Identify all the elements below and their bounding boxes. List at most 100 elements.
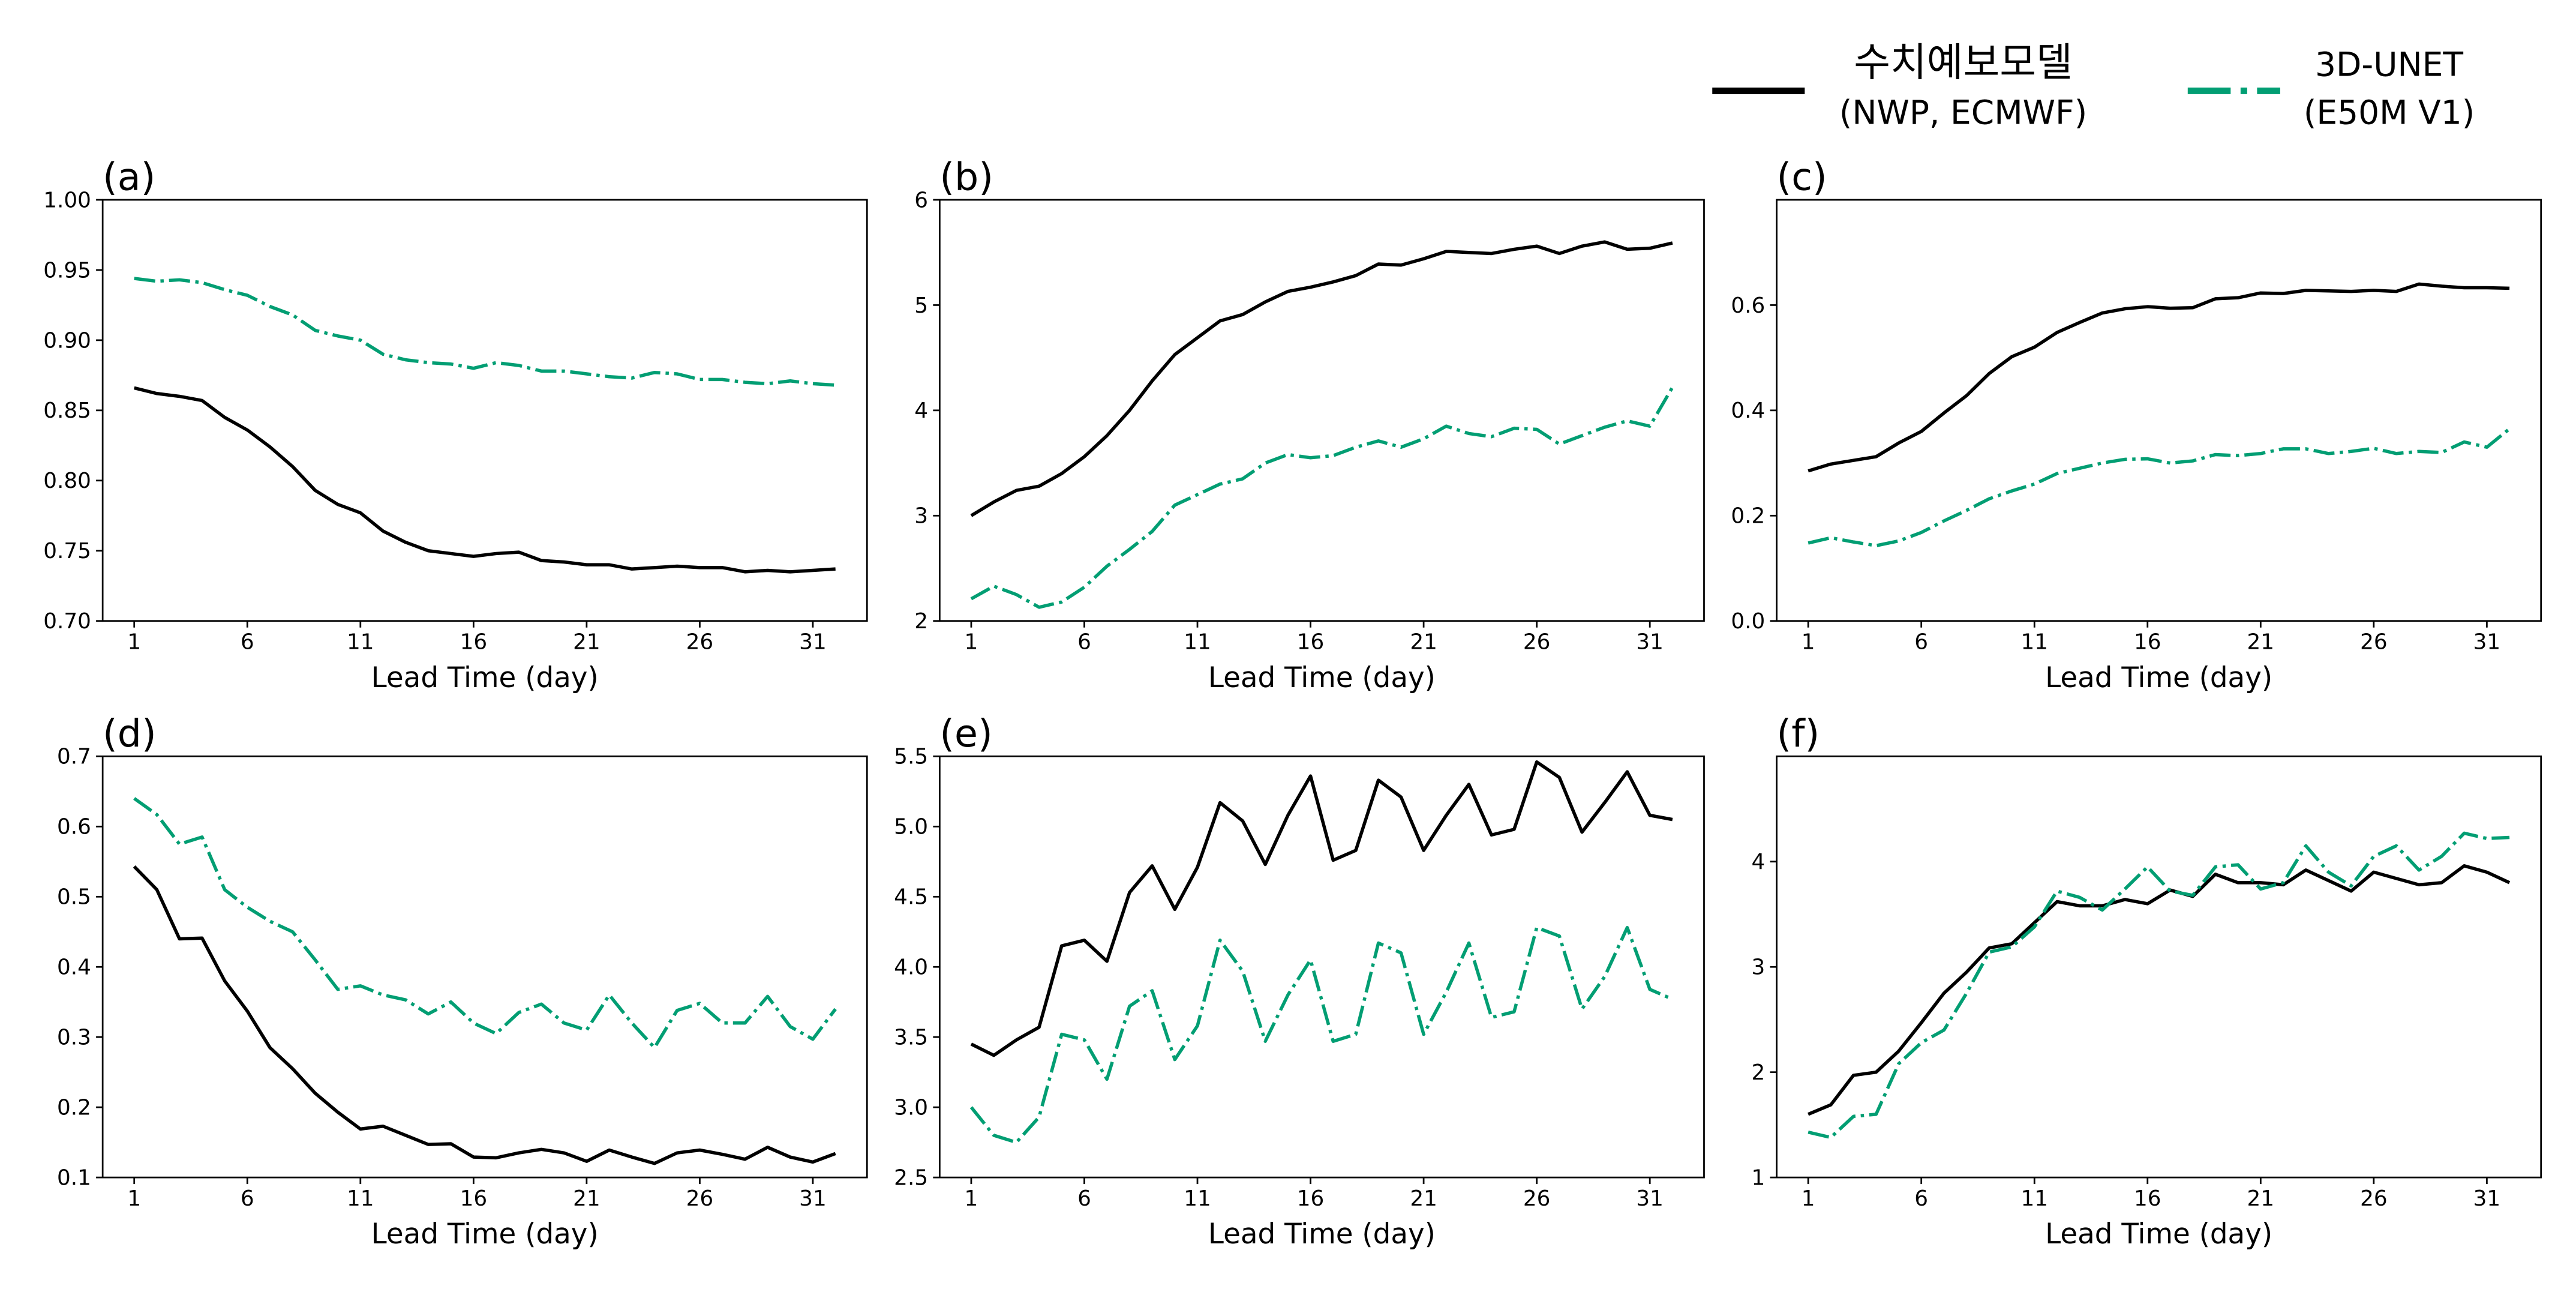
y-tick-label: 0.85 (43, 398, 91, 423)
x-tick-label: 1 (965, 630, 978, 655)
x-tick-label: 26 (2360, 630, 2388, 655)
series-line-nwp (970, 240, 1673, 517)
x-tick-label: 26 (1523, 630, 1551, 655)
y-tick-label: 0.2 (57, 1096, 91, 1120)
x-tick-label: 21 (573, 630, 601, 655)
y-tick-label: 5.0 (894, 815, 928, 840)
y-tick-label: 0.95 (43, 258, 91, 283)
y-tick-label: 0.5 (57, 885, 91, 910)
panel-label: (b) (939, 154, 993, 199)
panel-label: (f) (1777, 711, 1820, 756)
x-tick-label: 16 (2134, 1186, 2161, 1211)
axes-frame (938, 199, 1705, 622)
panel-label: (c) (1777, 154, 1827, 199)
y-tick-label: 3.5 (894, 1026, 928, 1050)
x-tick-label: 31 (2473, 630, 2501, 655)
x-axis-label: Lead Time (day) (371, 1218, 599, 1251)
series-line-unet (133, 797, 837, 1050)
legend-label-unet-line2: (E50M V1) (2304, 93, 2475, 131)
series-line-nwp (133, 865, 836, 1165)
x-tick-label: 16 (1297, 630, 1325, 655)
x-tick-label: 16 (1297, 1186, 1325, 1211)
y-tick-label: 0.2 (1731, 504, 1765, 529)
y-tick-label: 1.00 (43, 188, 91, 212)
series-line-unet (969, 925, 1673, 1144)
panel-label: (d) (103, 711, 157, 756)
y-tick-label: 6 (914, 188, 928, 212)
y-tick-label: 4 (1752, 850, 1766, 874)
x-tick-label: 11 (347, 1186, 374, 1211)
x-tick-label: 6 (1077, 1186, 1091, 1211)
y-tick-label: 0.90 (43, 328, 91, 353)
y-tick-label: 0.3 (57, 1026, 91, 1050)
x-tick-label: 1 (965, 1186, 978, 1211)
x-tick-label: 1 (127, 1186, 141, 1211)
y-tick-label: 3 (914, 504, 928, 529)
y-tick-label: 0.4 (57, 955, 91, 980)
x-tick-label: 1 (1802, 630, 1815, 655)
x-tick-label: 21 (573, 1186, 601, 1211)
x-tick-label: 11 (347, 630, 374, 655)
legend-label-nwp-line2: (NWP, ECMWF) (1839, 93, 2087, 131)
y-tick-label: 0.6 (57, 815, 91, 840)
series-line-unet (970, 386, 1674, 609)
x-tick-label: 1 (1802, 1186, 1815, 1211)
x-tick-label: 6 (1914, 630, 1928, 655)
x-tick-label: 31 (1636, 630, 1664, 655)
legend-label-nwp-line1: 수치예보모델 (1854, 40, 2072, 86)
series-line-nwp (134, 386, 836, 574)
x-axis-label: Lead Time (day) (2045, 1218, 2272, 1251)
y-tick-label: 4.5 (894, 885, 928, 910)
x-tick-label: 21 (2247, 630, 2275, 655)
series-line-nwp (1808, 864, 2511, 1116)
y-tick-label: 0.75 (43, 539, 91, 563)
panel-d: (d)1 6 11 16 21 26 310.10.20.30.40.50.60.7Lead… (57, 711, 868, 1251)
x-tick-label: 1 (127, 630, 141, 655)
y-tick-label: 4.0 (894, 955, 928, 980)
x-tick-label: 31 (1636, 1186, 1664, 1211)
y-tick-label: 0.70 (43, 609, 91, 634)
y-tick-label: 2 (914, 609, 928, 634)
y-tick-label: 1 (1752, 1165, 1766, 1190)
series-line-unet (1808, 427, 2511, 548)
x-tick-label: 31 (799, 630, 827, 655)
y-tick-label: 3.0 (894, 1096, 928, 1120)
series-line-unet (134, 277, 836, 387)
x-tick-label: 6 (1077, 630, 1091, 655)
y-tick-label: 0.1 (57, 1165, 91, 1190)
y-tick-label: 2 (1752, 1060, 1766, 1085)
axes-frame (1776, 755, 2542, 1179)
y-tick-label: 0.7 (57, 745, 91, 769)
x-axis-label: Lead Time (day) (2045, 662, 2272, 694)
legend-label-unet-line1: 3D-UNET (2315, 46, 2463, 84)
y-tick-label: 2.5 (894, 1165, 928, 1190)
x-axis-label: Lead Time (day) (371, 662, 599, 694)
x-tick-label: 21 (2247, 1186, 2275, 1211)
x-tick-label: 21 (1410, 630, 1437, 655)
panel-e: (e)1 6 11 16 21 26 312.53.03.54.04.55.05.5Lead… (894, 711, 1705, 1251)
x-tick-label: 26 (686, 630, 714, 655)
x-tick-label: 31 (2473, 1186, 2501, 1211)
x-tick-label: 16 (2134, 630, 2161, 655)
x-tick-label: 11 (1184, 1186, 1211, 1211)
x-tick-label: 6 (241, 1186, 254, 1211)
y-tick-label: 0.80 (43, 469, 91, 493)
y-tick-label: 5.5 (894, 745, 928, 769)
x-tick-label: 21 (1410, 1186, 1437, 1211)
y-tick-label: 0.0 (1731, 609, 1765, 634)
y-tick-label: 5 (914, 293, 928, 318)
x-tick-label: 11 (2020, 1186, 2048, 1211)
x-tick-label: 6 (1914, 1186, 1928, 1211)
x-tick-label: 11 (2020, 630, 2048, 655)
axes-frame (1776, 199, 2542, 622)
x-tick-label: 11 (1184, 630, 1211, 655)
x-tick-label: 31 (799, 1186, 827, 1211)
x-tick-label: 6 (241, 630, 254, 655)
series-line-nwp (1808, 282, 2510, 473)
y-tick-label: 4 (914, 398, 928, 423)
x-tick-label: 26 (2360, 1186, 2388, 1211)
panel-label: (a) (103, 154, 155, 199)
